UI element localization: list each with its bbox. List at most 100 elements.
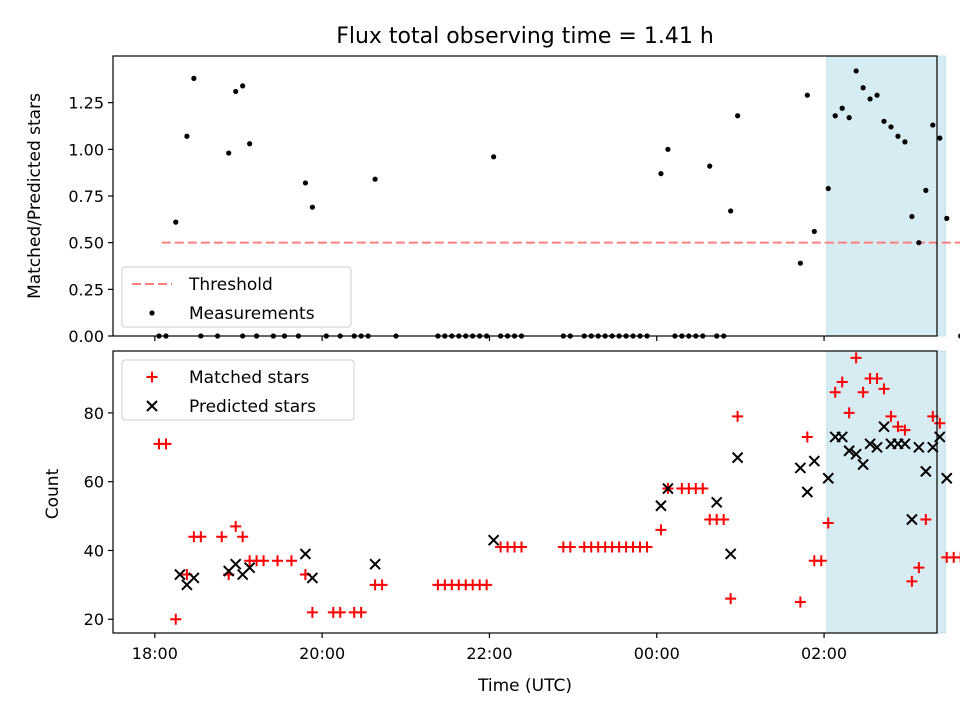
y-tick-label: 0.75: [68, 187, 104, 206]
measurement-point: [797, 260, 803, 266]
measurement-point: [309, 204, 315, 210]
matched-star-point: [641, 541, 653, 553]
y-tick-label: 20: [84, 610, 104, 629]
predicted-star-point: [878, 420, 890, 433]
matched-star-point: [801, 431, 813, 443]
series-matched-stars: [153, 352, 960, 625]
predicted-star-point: [843, 445, 855, 457]
y-tick-label: 0.25: [68, 280, 104, 299]
matched-star-point: [160, 438, 172, 450]
measurement-point: [930, 122, 936, 128]
predicted-star-point: [836, 431, 848, 443]
predicted-star-point: [724, 548, 737, 560]
x-tick-label: 22:00: [466, 644, 512, 663]
measurement-point: [372, 176, 378, 182]
predicted-star-point: [808, 455, 821, 467]
measurement-point: [226, 150, 232, 156]
measurement-point: [916, 240, 922, 246]
matched-star-point: [376, 579, 388, 591]
matched-star-point: [829, 386, 841, 398]
predicted-star-point: [913, 441, 925, 454]
matched-star-point: [306, 606, 318, 618]
series-measurements: [156, 68, 960, 339]
legend-box: [121, 359, 355, 421]
matched-star-point: [815, 555, 827, 567]
matched-star-point: [334, 606, 346, 618]
matched-star-point: [725, 593, 737, 605]
predicted-star-point: [731, 451, 744, 464]
y-tick-label: 0.00: [68, 327, 104, 346]
matched-star-point: [836, 376, 848, 388]
x-tick-label: 02:00: [801, 644, 847, 663]
measurement-point: [240, 83, 246, 89]
legend: Matched stars Predicted stars: [121, 359, 355, 421]
measurement-point: [491, 154, 497, 160]
matched-star-point: [732, 410, 744, 422]
matched-star-point: [170, 613, 182, 625]
predicted-star-point: [864, 438, 876, 450]
y-tick-label: 1.25: [68, 94, 104, 113]
predicted-star-point: [299, 548, 312, 560]
matched-star-point: [878, 383, 890, 395]
x-tick-label: 20:00: [299, 644, 345, 663]
measurement-point: [707, 163, 713, 169]
measurement-point: [247, 141, 253, 147]
measurement-point: [658, 171, 664, 177]
x-tick-label: 18:00: [132, 644, 178, 663]
matched-star-point: [955, 551, 960, 563]
measurement-point: [881, 118, 887, 124]
matched-star-point: [885, 410, 897, 422]
predicted-star-point: [711, 496, 723, 509]
legend-label: Threshold: [188, 275, 273, 295]
matched-star-point: [516, 541, 528, 553]
matched-star-point: [913, 562, 925, 574]
measurement-point: [804, 92, 810, 98]
legend-x-swatch: [146, 400, 158, 412]
predicted-star-point: [850, 448, 862, 460]
matched-star-point: [899, 424, 911, 436]
predicted-star-point: [927, 441, 939, 454]
matched-star-point: [871, 373, 883, 385]
measurement-point: [874, 92, 880, 98]
measurement-point: [846, 115, 852, 121]
predicted-star-point: [188, 572, 200, 584]
matched-star-point: [258, 555, 270, 567]
matched-star-point: [697, 483, 709, 495]
matched-star-point: [272, 555, 284, 567]
matched-star-point: [850, 352, 862, 364]
matched-star-point: [285, 555, 297, 567]
measurement-point: [832, 113, 838, 119]
legend-label: Measurements: [189, 304, 315, 324]
measurement-point: [853, 68, 859, 74]
measurement-point: [825, 185, 831, 192]
measurement-point: [888, 124, 894, 130]
matched-star-point: [857, 386, 869, 398]
measurement-point: [811, 228, 817, 235]
x-tick-label: 00:00: [634, 644, 680, 663]
predicted-star-point: [794, 462, 807, 474]
predicted-star-point: [941, 472, 953, 484]
matched-star-point: [843, 407, 855, 419]
y-tick-label: 0.50: [68, 234, 104, 253]
measurement-point: [233, 88, 239, 95]
matched-star-point: [906, 575, 918, 587]
plot-frame: [112, 350, 938, 634]
predicted-star-point: [899, 438, 911, 450]
legend-label: Predicted stars: [189, 397, 316, 417]
matched-star-point: [892, 421, 904, 433]
legend-box: [121, 266, 352, 328]
predicted-star-point: [920, 465, 932, 478]
observing-window-highlight: [826, 350, 946, 634]
y-tick-label: 40: [84, 541, 104, 560]
predicted-star-point: [655, 500, 667, 512]
measurement-point: [909, 213, 915, 220]
matched-star-point: [230, 520, 242, 532]
matched-star-point: [794, 596, 806, 608]
predicted-star-point: [306, 572, 319, 584]
predicted-star-point: [243, 561, 256, 574]
measurement-point: [302, 180, 309, 186]
predicted-star-point: [871, 441, 883, 454]
bottom-ylabel: Count: [43, 468, 63, 519]
matched-star-point: [564, 541, 576, 553]
